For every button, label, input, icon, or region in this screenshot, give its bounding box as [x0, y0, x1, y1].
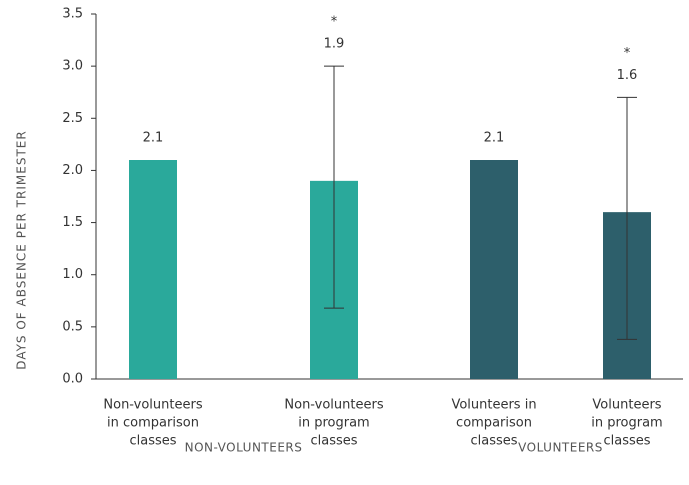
- y-tick-label: 3.0: [62, 59, 83, 74]
- error-bar: [617, 96, 637, 340]
- value-label: 2.1: [484, 131, 505, 146]
- value-label: 2.1: [143, 131, 164, 146]
- error-bar: [324, 65, 344, 309]
- x-tick-label: classes: [129, 434, 176, 449]
- y-axis-label: DAYS OF ABSENCE PER TRIMESTER: [15, 130, 29, 369]
- y-tick-label: 2.5: [62, 111, 83, 126]
- x-tick-label: Non-volunteers: [284, 398, 383, 413]
- x-tick-label: classes: [603, 434, 650, 449]
- bar: [470, 160, 518, 379]
- y-tick-label: 2.0: [62, 163, 83, 178]
- x-tick-label: classes: [470, 434, 517, 449]
- x-tick-label: Non-volunteers: [103, 398, 202, 413]
- x-tick-label: in program: [298, 416, 369, 431]
- y-tick-label: 3.5: [62, 7, 83, 22]
- x-tick-label: in program: [591, 416, 662, 431]
- bar: [129, 160, 177, 379]
- group-label: VOLUNTEERS: [518, 441, 603, 455]
- y-tick-label: 0.0: [62, 372, 83, 387]
- y-tick-label: 0.5: [62, 319, 83, 334]
- annotation: *: [331, 15, 338, 30]
- value-label: 1.9: [324, 37, 345, 52]
- x-tick-label: Volunteers: [592, 398, 661, 413]
- x-tick-label: Volunteers in: [451, 398, 536, 413]
- x-tick-label: in comparison: [107, 416, 199, 431]
- x-tick-label: comparison: [456, 416, 532, 431]
- y-tick-label: 1.5: [62, 215, 83, 230]
- value-label: 1.6: [617, 68, 638, 83]
- y-tick-label: 1.0: [62, 267, 83, 282]
- annotation: *: [624, 46, 631, 61]
- group-label: NON-VOLUNTEERS: [185, 441, 303, 455]
- x-tick-label: classes: [310, 434, 357, 449]
